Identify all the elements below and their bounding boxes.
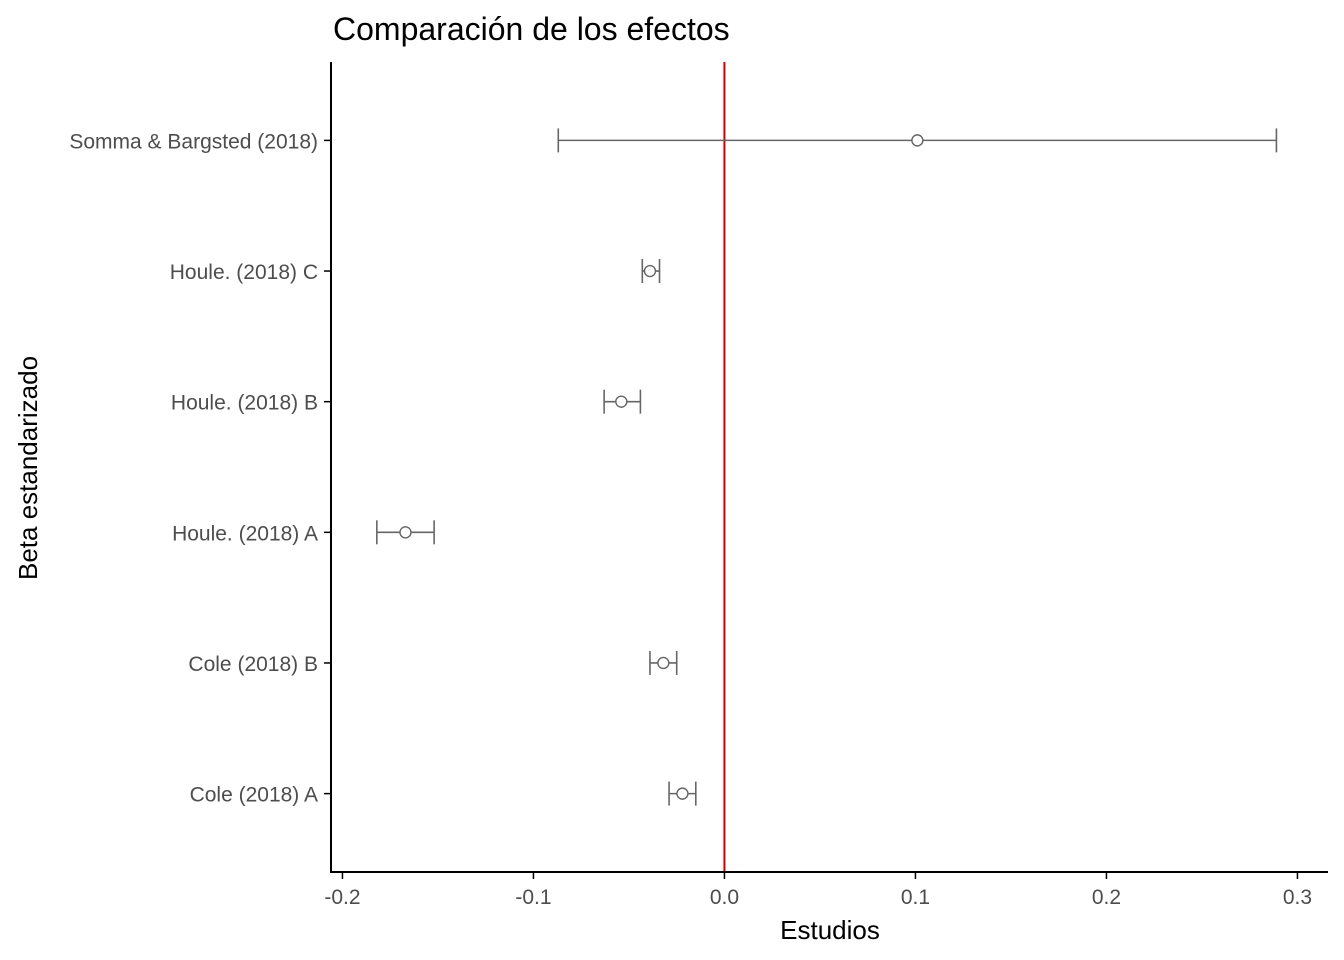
y-tick-label: Houle. (2018) A xyxy=(172,522,318,545)
estimate-point xyxy=(643,264,657,278)
x-tick-label: -0.2 xyxy=(324,886,360,909)
x-tick-label: 0.1 xyxy=(901,886,930,909)
y-tick-label: Somma & Bargsted (2018) xyxy=(69,130,318,153)
y-tick-label: Cole (2018) B xyxy=(188,653,318,676)
y-tick-label: Houle. (2018) B xyxy=(171,392,318,415)
estimate-point xyxy=(911,134,924,147)
x-tick-label: 0.2 xyxy=(1092,886,1121,909)
y-axis-title: Beta estandarizado xyxy=(13,356,43,580)
estimate-point xyxy=(676,787,689,800)
estimate-point xyxy=(399,526,412,539)
y-tick-label: Cole (2018) A xyxy=(190,784,318,807)
chart-title: Comparación de los efectos xyxy=(333,11,730,47)
estimate-point xyxy=(657,656,670,670)
plot-area: -0.2 -0.1 0.0 0.1 0.2 0.3 Cole (2018) A Cole (2… xyxy=(69,62,1328,909)
x-tick-label: -0.1 xyxy=(515,886,551,909)
x-tick-label: 0.3 xyxy=(1283,886,1312,909)
y-tick-label: Houle. (2018) C xyxy=(170,261,318,284)
x-tick-label: 0.0 xyxy=(710,886,739,909)
estimate-point xyxy=(615,395,628,408)
x-axis-title: Estudios xyxy=(780,915,880,945)
